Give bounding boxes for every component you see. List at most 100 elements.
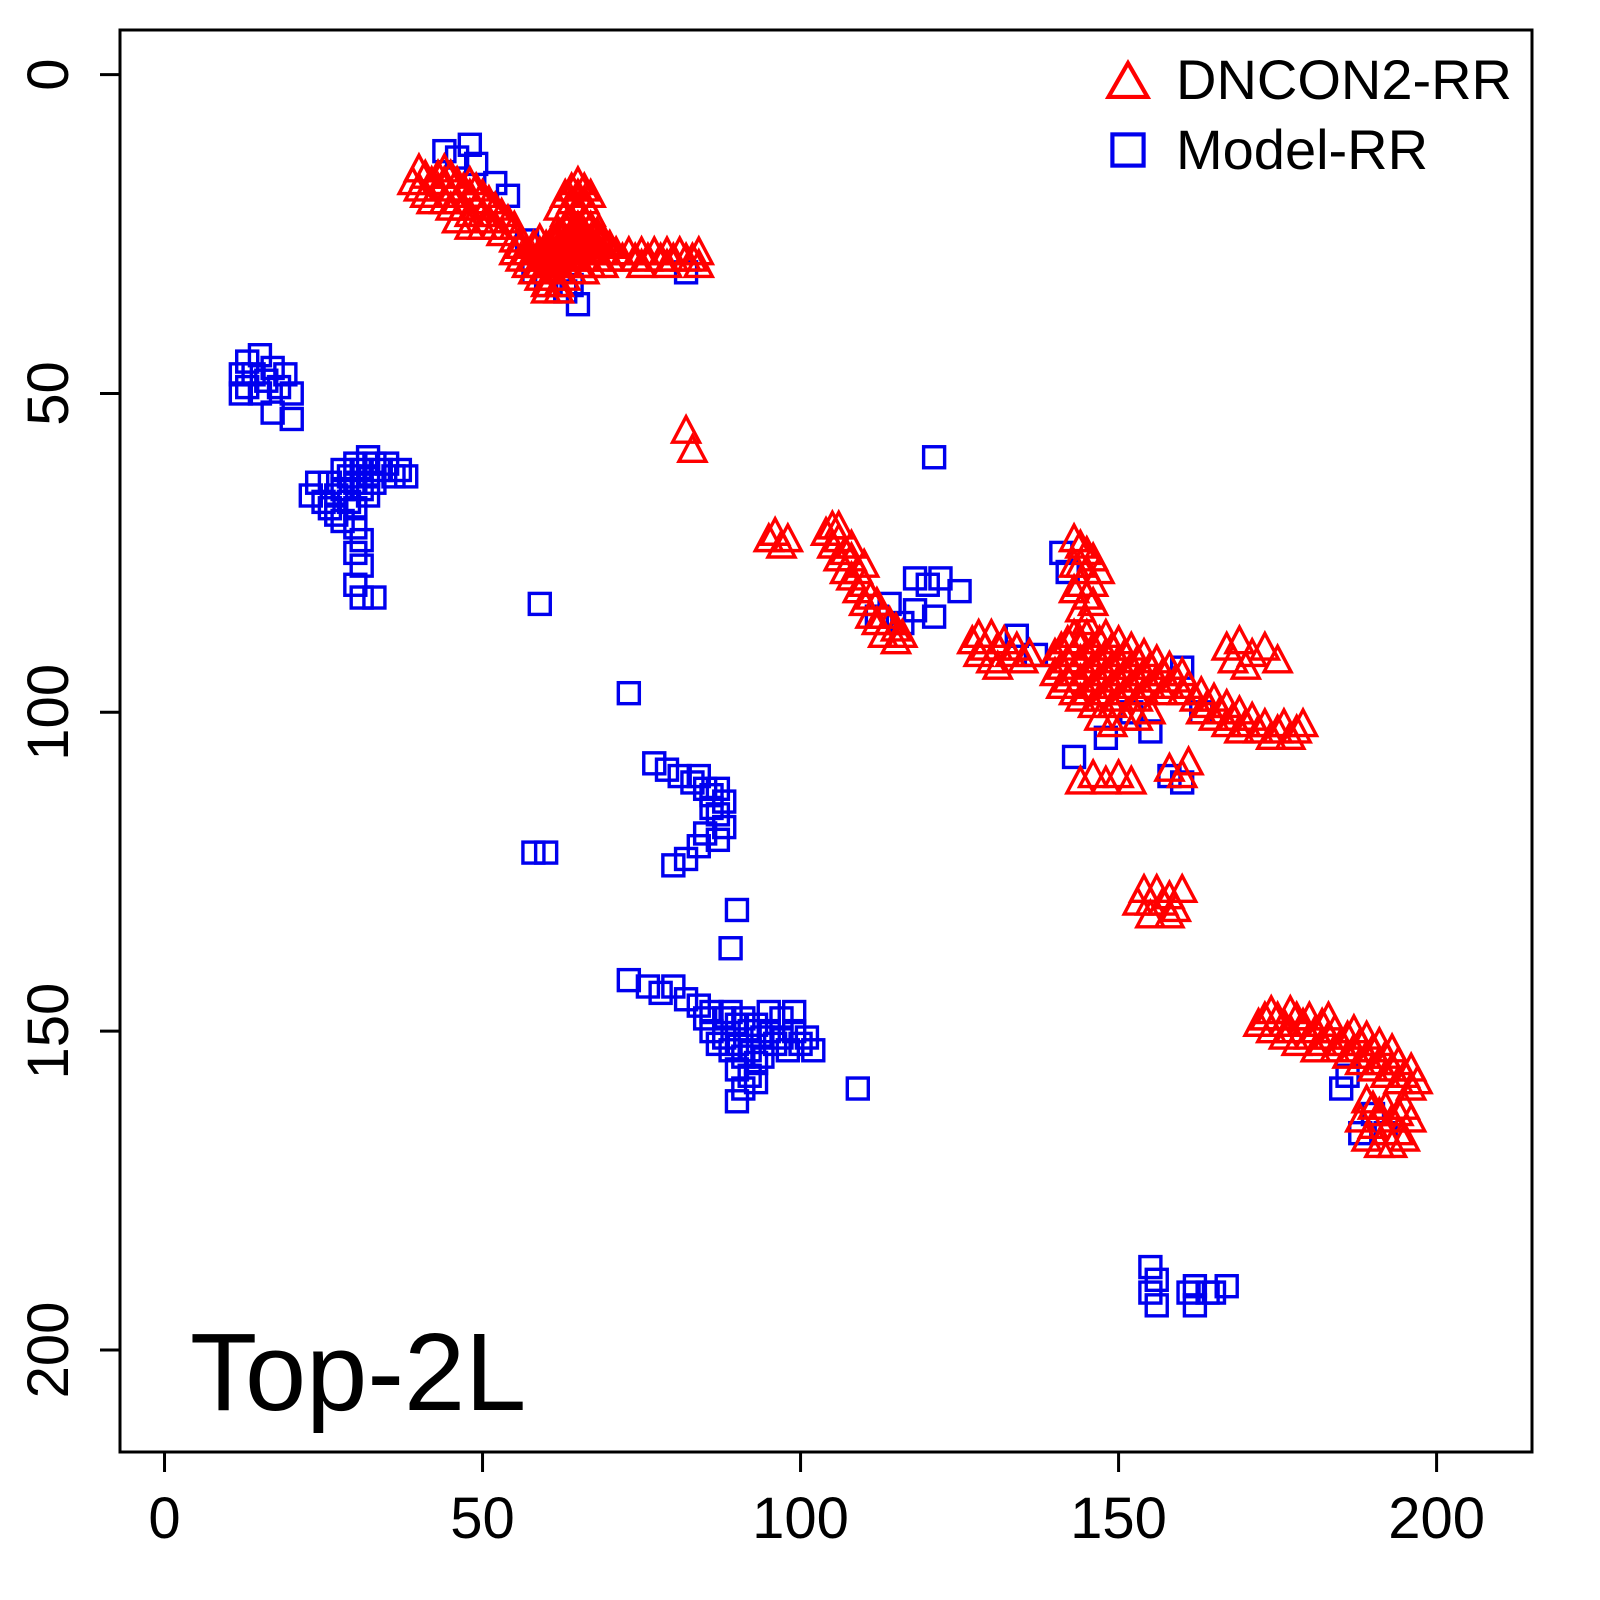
data-point-square	[362, 451, 387, 476]
data-point-triangle	[428, 151, 461, 183]
data-point-square	[565, 291, 591, 317]
data-point-square	[349, 553, 374, 578]
data-point-triangle	[962, 636, 995, 668]
data-point-triangle	[994, 636, 1027, 668]
data-point-square	[794, 1025, 820, 1050]
y-axis-tick-label: 50	[16, 361, 81, 426]
data-point-square	[235, 374, 260, 400]
data-point-square	[1138, 1254, 1163, 1280]
y-axis-tick-label: 150	[16, 983, 81, 1080]
data-point-square	[718, 936, 743, 961]
data-point-square	[349, 457, 374, 483]
data-point-square	[769, 1025, 794, 1050]
data-point-square	[635, 974, 661, 999]
data-point-triangle	[1248, 629, 1282, 661]
data-point-square	[756, 1018, 781, 1044]
plot-annotation: Top-2L	[190, 1311, 527, 1434]
data-point-square	[705, 1031, 731, 1057]
data-point-square	[737, 1018, 762, 1044]
data-point-square	[642, 751, 667, 776]
data-point-square	[235, 349, 260, 374]
data-point-square	[228, 362, 254, 387]
data-point-triangle	[828, 534, 862, 566]
data-point-square	[279, 381, 304, 406]
data-point-square	[724, 1089, 750, 1114]
data-point-square	[756, 999, 781, 1025]
data-point-square	[317, 496, 343, 521]
data-point-square	[1061, 744, 1087, 770]
data-point-triangle	[567, 170, 601, 202]
data-point-square	[845, 1076, 871, 1101]
data-point-square	[743, 1069, 769, 1095]
data-point-triangle	[676, 240, 709, 272]
data-point-square	[902, 566, 928, 591]
data-point-square	[616, 680, 642, 706]
data-point-square	[330, 476, 355, 502]
data-point-triangle	[1076, 585, 1110, 617]
data-point-square	[324, 483, 349, 508]
data-point-square	[1182, 1274, 1208, 1299]
data-point-triangle	[1254, 993, 1288, 1025]
data-point-triangle	[1261, 999, 1294, 1031]
data-point-square	[667, 763, 692, 789]
data-point-square	[355, 483, 381, 508]
data-point-square	[692, 821, 718, 846]
legend-label-model-rr: Model-RR	[1176, 118, 1429, 181]
data-point-triangle	[669, 413, 703, 444]
data-point-triangle	[1102, 757, 1135, 789]
data-point-square	[362, 470, 387, 495]
data-point-square	[374, 451, 400, 476]
data-point-square	[260, 400, 285, 425]
data-point-square	[712, 1006, 737, 1031]
data-point-triangle	[1286, 706, 1320, 738]
data-point-square	[750, 1025, 775, 1050]
data-point-square	[712, 1025, 737, 1050]
data-point-square	[349, 476, 374, 502]
data-point-triangle	[1216, 642, 1250, 674]
x-axis-tick-label: 50	[450, 1486, 515, 1551]
data-point-square	[648, 980, 673, 1006]
data-point-triangle	[1070, 604, 1104, 636]
data-point-triangle	[1064, 527, 1097, 559]
y-axis-tick-label: 0	[16, 59, 81, 91]
data-point-square	[1335, 1063, 1360, 1088]
data-point-triangle	[1363, 1095, 1396, 1127]
square-marker-icon	[1110, 132, 1146, 168]
x-axis-tick-label: 200	[1388, 1486, 1485, 1551]
data-point-square	[1004, 623, 1030, 648]
data-point-triangle	[574, 177, 607, 208]
data-point-square	[781, 1018, 807, 1044]
data-point-triangle	[765, 527, 798, 559]
data-point-square	[381, 464, 406, 489]
data-point-square	[1093, 725, 1119, 751]
legend-label-dncon2-rr: DNCON2-RR	[1176, 48, 1512, 111]
x-axis-tick-label: 100	[752, 1486, 849, 1551]
data-point-square	[298, 483, 324, 508]
y-axis-tick-label: 200	[16, 1302, 81, 1399]
data-point-triangle	[491, 202, 525, 234]
data-point-square	[724, 1012, 750, 1037]
data-point-triangle	[593, 228, 627, 260]
data-point-triangle	[1095, 706, 1129, 738]
data-point-triangle	[873, 604, 906, 636]
data-point-square	[304, 470, 330, 495]
x-axis-tick-label: 0	[148, 1486, 180, 1551]
data-point-square	[1144, 1293, 1169, 1318]
data-point-square	[336, 489, 362, 515]
data-point-triangle	[1076, 757, 1110, 789]
data-point-triangle	[453, 164, 487, 196]
data-point-triangle	[498, 221, 531, 253]
data-point-triangle	[459, 170, 493, 202]
data-point-triangle	[1057, 572, 1091, 604]
data-point-square	[343, 515, 368, 540]
data-point-square	[699, 795, 724, 821]
data-point-triangle	[752, 521, 786, 553]
data-point-square	[686, 993, 711, 1018]
data-point-triangle	[1083, 700, 1116, 731]
data-point-square	[680, 770, 705, 795]
data-point-square	[317, 470, 343, 495]
data-point-triangle	[1229, 649, 1263, 680]
data-point-square	[743, 1012, 769, 1037]
data-point-triangle	[1382, 1095, 1415, 1127]
